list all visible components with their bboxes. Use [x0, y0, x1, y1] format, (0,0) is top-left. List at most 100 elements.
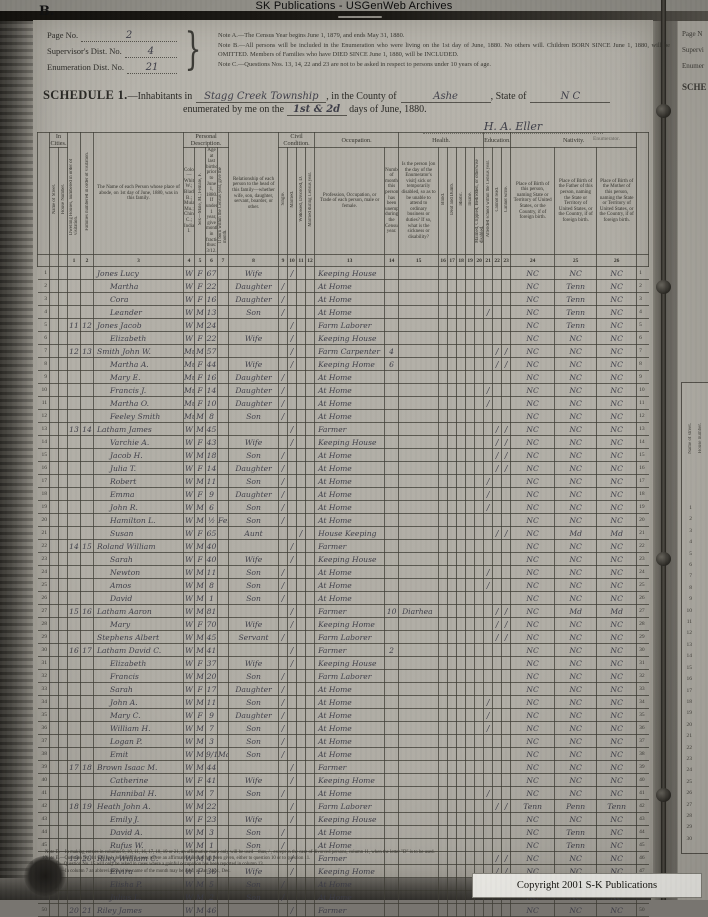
cell-cannot-write-tick: /: [501, 630, 512, 645]
cell-age: 37: [205, 656, 218, 671]
line-number: 1: [37, 266, 50, 281]
cell-months-unemployed: [384, 448, 400, 463]
cell-color: W: [183, 591, 195, 606]
cell-cannot-read-tick: [492, 578, 503, 593]
cell-widowed-tick: [296, 383, 307, 398]
cell-married-tick: [287, 396, 298, 411]
cell-single-tick: [278, 539, 289, 554]
line-number: 44: [37, 825, 50, 840]
cell-color: W: [183, 604, 195, 619]
cell-cannot-read-tick: [492, 539, 503, 554]
cell-mother-birthplace: NC: [596, 461, 638, 476]
gutter-left: [37, 131, 50, 256]
cell-mother-birthplace: NC: [596, 643, 638, 658]
line-number: 12: [37, 409, 50, 424]
cell-blank: [438, 630, 449, 645]
table-row: 21 Susan W F 65 Aunt / House Keeping / / NC Md Md 21: [37, 526, 649, 541]
line-number-right: 19: [636, 500, 649, 515]
archive-banner: SK Publications - USGenWeb Archives: [255, 0, 453, 12]
cell-birth-month: [216, 825, 230, 840]
cell-blank: [465, 695, 476, 710]
cell-blank: [58, 747, 68, 762]
cell-name: David: [93, 591, 184, 606]
cell-single-tick: /: [278, 474, 289, 489]
cell-color: Mu: [183, 370, 195, 385]
cell-single-tick: [278, 331, 289, 346]
cell-cannot-write-tick: /: [501, 448, 512, 463]
cell-cannot-write-tick: /: [501, 422, 512, 437]
cell-age: 20: [205, 669, 218, 684]
cell-blank: [447, 682, 458, 697]
cell-relationship: Son: [228, 500, 280, 515]
cell-blank: [447, 305, 458, 320]
table-row: 22 14 15 Roland William W M 40/Farmer NC NC NC 22: [37, 539, 649, 554]
cell-birthplace: NC: [510, 435, 556, 450]
table-row: 33 Sarah W F 17 Daughter / At Home NC NC NC 33: [37, 682, 649, 697]
cell-married-tick: [287, 513, 298, 528]
cell-relationship: Daughter: [228, 279, 280, 294]
cell-family-no: [80, 552, 94, 567]
cell-blank: [438, 565, 449, 580]
cell-age: 45: [205, 630, 218, 645]
cell-single-tick: [278, 526, 289, 541]
cell-birthplace: NC: [510, 747, 556, 762]
cell-birthplace: NC: [510, 370, 556, 385]
cell-blank: [49, 539, 59, 554]
cell-cannot-write-tick: [501, 305, 512, 320]
cell-school-tick: [483, 266, 494, 281]
cell-birth-month: [216, 591, 230, 606]
cell-blank: [438, 370, 449, 385]
cell-blank: [58, 799, 68, 814]
group-nativity: Nativity.: [510, 132, 638, 148]
cell-blank: [305, 357, 316, 372]
cell-occupation: Keeping House: [314, 435, 386, 450]
cell-occupation: At Home: [314, 448, 386, 463]
line-number: 40: [37, 773, 50, 788]
cell-blank: [447, 734, 458, 749]
cell-married-tick: [287, 370, 298, 385]
cell-cannot-write-tick: [501, 565, 512, 580]
cell-blank: [58, 279, 68, 294]
cell-blank: [465, 617, 476, 632]
cell-widowed-tick: [296, 877, 307, 892]
census-page: B. Page No. 2 Supervisor's Dist. No. 4 E…: [33, 4, 670, 917]
cell-mother-birthplace: NC: [596, 539, 638, 554]
cell-blank: [474, 695, 485, 710]
cell-sex: F: [194, 383, 206, 398]
cell-father-birthplace: Tenn: [554, 305, 598, 320]
cell-birthplace: NC: [510, 396, 556, 411]
cell-blank: [456, 552, 467, 567]
cell-mother-birthplace: NC: [596, 396, 638, 411]
cell-birth-month: [216, 682, 230, 697]
line-number: 34: [37, 695, 50, 710]
table-row: 45 Rufus W. W M 1 Son / At Home NC Tenn NC 45: [37, 838, 649, 853]
cell-birthplace: NC: [510, 552, 556, 567]
cell-widowed-tick: [296, 435, 307, 450]
cell-relationship: Wife: [228, 331, 280, 346]
line-number: 39: [37, 760, 50, 775]
cell-birth-month: [216, 617, 230, 632]
cell-father-birthplace: Md: [554, 526, 598, 541]
cell-school-tick: [483, 279, 494, 294]
cell-married-tick: [287, 500, 298, 515]
col-sickness-label: Is the person [on the day of the Enumera…: [398, 146, 440, 256]
cell-blank: [58, 890, 68, 905]
cell-age: 41: [205, 773, 218, 788]
cell-birthplace: NC: [510, 578, 556, 593]
cell-married-tick: /: [287, 331, 298, 346]
cell-widowed-tick: [296, 903, 307, 917]
binding-knob: [656, 552, 671, 566]
cell-school-tick: [483, 448, 494, 463]
col-married-label: Married.: [287, 146, 298, 256]
cell-age: 44: [205, 760, 218, 775]
cell-relationship: Servant: [228, 630, 280, 645]
cell-cannot-read-tick: /: [492, 617, 503, 632]
cell-name: John A.: [93, 695, 184, 710]
cell-blank: [456, 357, 467, 372]
cell-blank: [58, 734, 68, 749]
cell-blank: [438, 292, 449, 307]
cell-family-no: [80, 565, 94, 580]
cell-months-unemployed: [384, 760, 400, 775]
cell-blank: [447, 773, 458, 788]
